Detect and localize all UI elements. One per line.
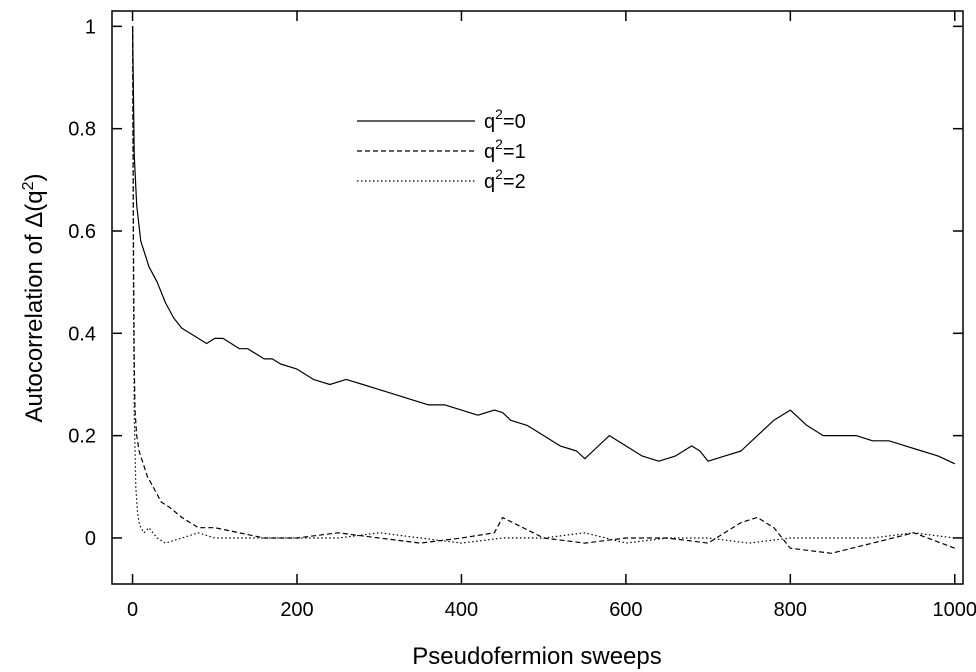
legend: q2=0 q2=1 q2=2 (357, 106, 526, 193)
x-axis-ticks: 0 200 400 600 800 1000 (127, 11, 976, 621)
y-tick-label: 0.6 (68, 221, 96, 243)
y-axis-label: Autocorrelation of Δ(q2) (20, 173, 48, 422)
y-tick-label: 0 (85, 528, 96, 550)
series-line-q2-1 (132, 26, 956, 554)
y-tick-label: 0.8 (68, 119, 96, 141)
x-tick-label: 800 (774, 599, 807, 621)
x-tick-label: 600 (609, 599, 642, 621)
legend-label-2: q2=2 (484, 166, 526, 193)
x-tick-label: 200 (280, 599, 313, 621)
plot-frame (111, 10, 964, 585)
y-tick-label: 1 (85, 16, 96, 38)
y-axis-label-close: ) (21, 173, 48, 181)
x-tick-label: 1000 (933, 599, 976, 621)
y-axis-label-sup: 2 (20, 181, 37, 190)
y-axis-label-main: Autocorrelation of Δ(q (21, 190, 48, 422)
x-tick-label: 400 (445, 599, 478, 621)
series-line-q2-2 (132, 26, 955, 544)
series-line-q2-0 (132, 26, 956, 465)
x-axis-label: Pseudofermion sweeps (412, 643, 661, 670)
series-layer (132, 26, 956, 554)
y-axis-ticks: 0 0.2 0.4 0.6 0.8 1 (68, 16, 963, 550)
y-tick-label: 0.4 (68, 323, 96, 345)
legend-label-1: q2=1 (484, 136, 526, 163)
x-tick-label: 0 (127, 599, 138, 621)
legend-label-0: q2=0 (484, 106, 526, 133)
y-tick-label: 0.2 (68, 426, 96, 448)
